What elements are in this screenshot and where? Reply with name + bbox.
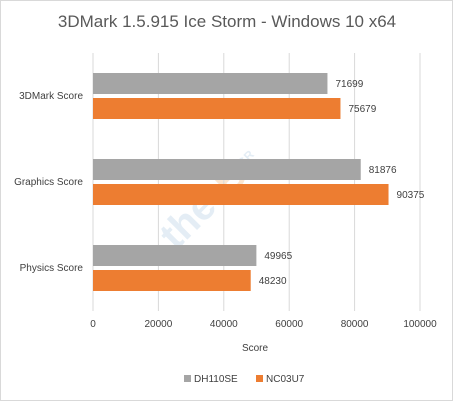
legend-label-dh110se: DH110SE <box>194 374 238 385</box>
bar-nc03u7-1 <box>93 184 389 205</box>
bar-dh110se-0 <box>93 73 328 94</box>
data-label: 49965 <box>264 251 292 262</box>
data-labels: 71699 75679 81876 90375 49965 48230 <box>259 79 425 287</box>
x-tick-label: 40000 <box>210 319 238 330</box>
bar-dh110se-2 <box>93 245 257 266</box>
x-tick-label: 100000 <box>403 319 437 330</box>
bar-nc03u7-0 <box>93 98 341 119</box>
data-label: 75679 <box>348 104 376 115</box>
x-tick-labels: 0 20000 40000 60000 80000 100000 <box>90 319 437 330</box>
data-label: 81876 <box>369 165 397 176</box>
legend: DH110SE NC03U7 <box>184 374 305 385</box>
data-label: 71699 <box>335 79 363 90</box>
bar-nc03u7-2 <box>93 270 251 291</box>
category-label: Physics Score <box>20 263 84 274</box>
category-labels: 3DMark Score Graphics Score Physics Score <box>14 91 83 274</box>
chart-title: 3DMark 1.5.915 Ice Storm - Windows 10 x6… <box>58 12 396 31</box>
x-tick-label: 60000 <box>275 319 303 330</box>
bar-dh110se-1 <box>93 159 361 180</box>
data-label: 48230 <box>259 276 287 287</box>
x-tick-label: 20000 <box>144 319 172 330</box>
legend-swatch-dh110se <box>184 375 191 382</box>
gridlines <box>92 53 421 311</box>
category-label: 3DMark Score <box>19 91 83 102</box>
legend-swatch-nc03u7 <box>256 375 263 382</box>
bars <box>93 73 389 291</box>
x-tick-label: 80000 <box>341 319 369 330</box>
x-tick-label: 0 <box>90 319 96 330</box>
legend-label-nc03u7: NC03U7 <box>266 374 305 385</box>
data-label: 90375 <box>397 190 425 201</box>
category-label: Graphics Score <box>14 177 83 188</box>
x-axis-title: Score <box>242 343 269 354</box>
